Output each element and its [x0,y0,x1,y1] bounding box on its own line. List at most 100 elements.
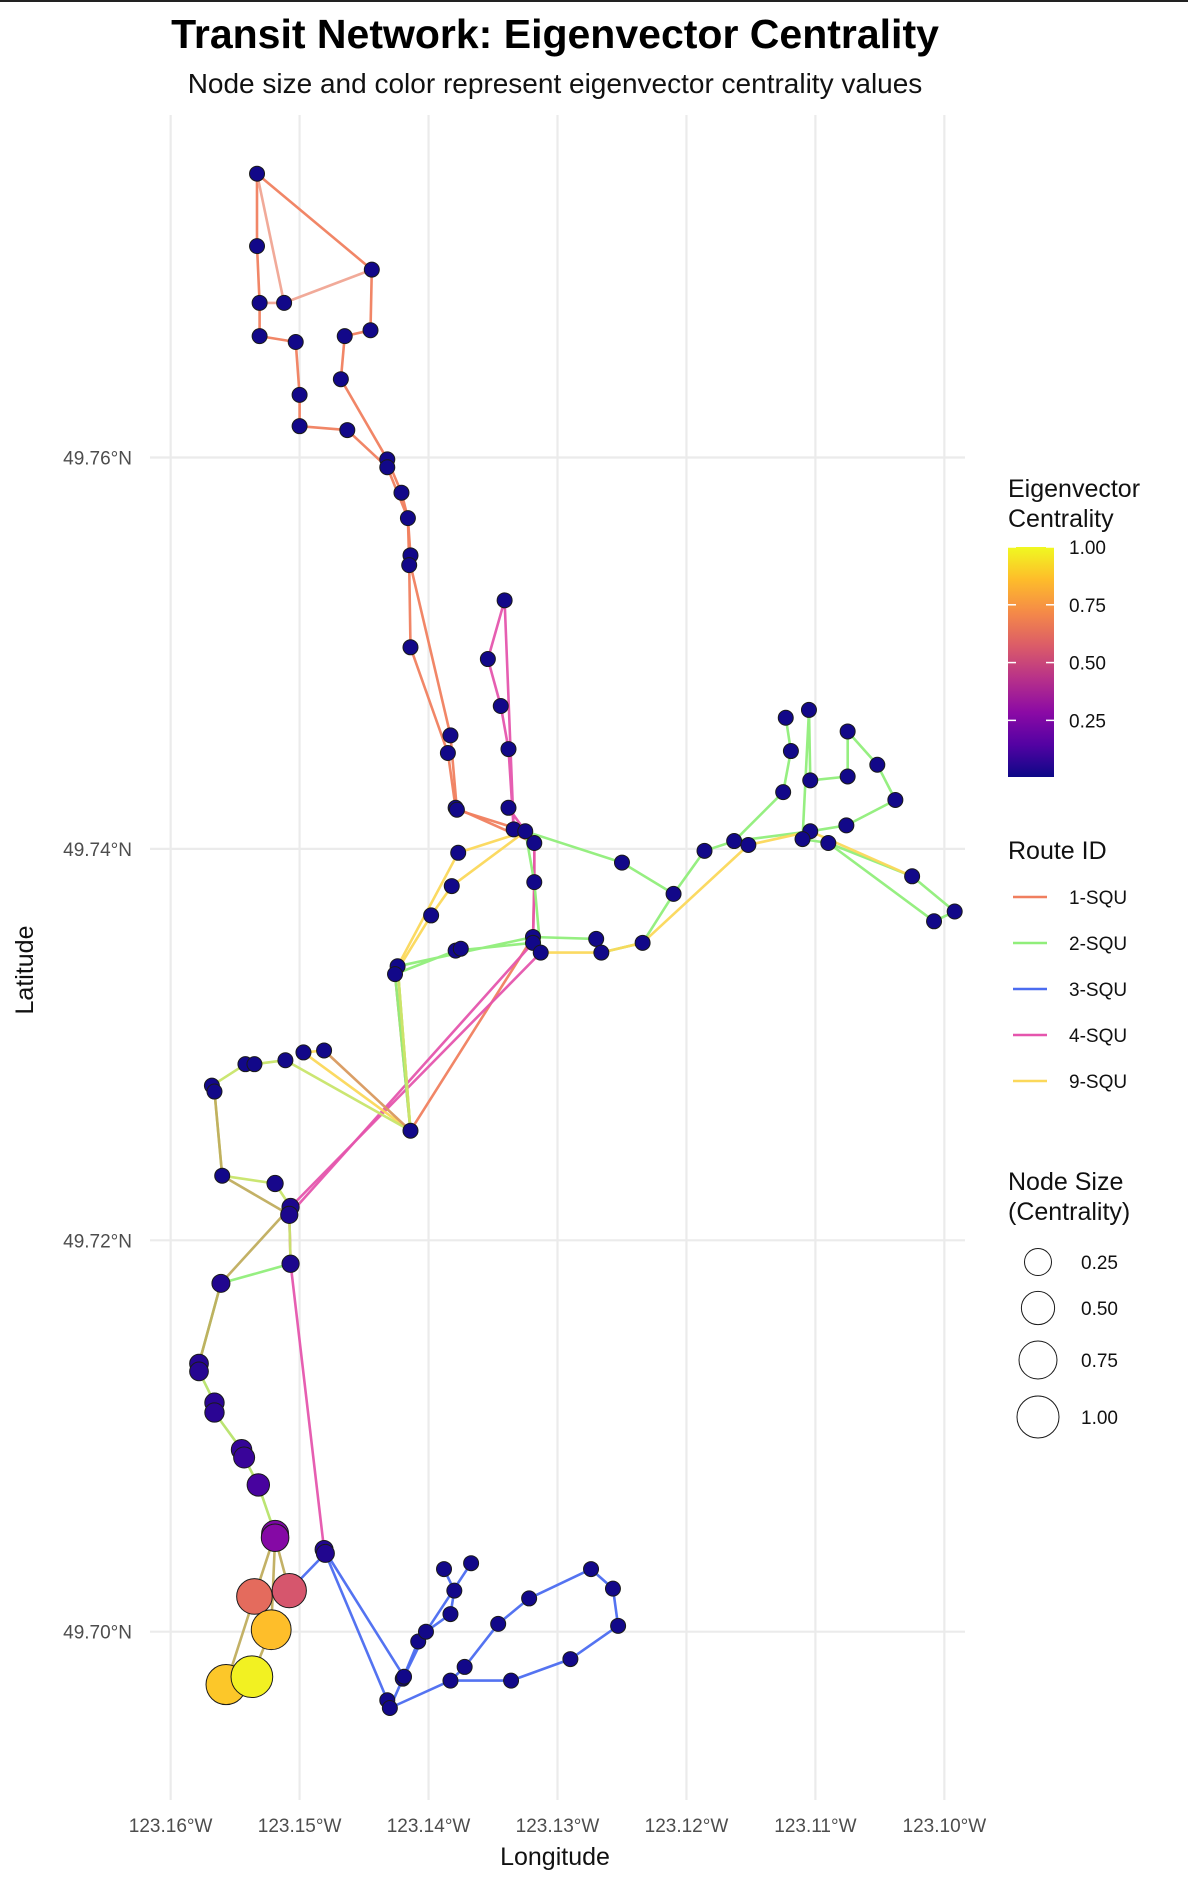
network-node [402,1122,419,1139]
network-node [838,817,855,834]
route-legend-label: 9-SQU [1069,1072,1127,1093]
network-node [610,1617,627,1634]
network-node [452,940,469,957]
x-axis-ticks: 123.16°W 123.15°W 123.14°W 123.13°W 123.12°W… [129,1816,986,1837]
network-node [521,1590,538,1607]
route-lines [197,172,957,1710]
network-node [339,422,356,439]
network-node [726,833,743,850]
network-node [479,651,496,668]
network-node [583,1561,600,1578]
network-node [280,1205,299,1224]
network-node [251,294,268,311]
route-legend: Route ID 1-SQU 2-SQU 3-SQU 4-SQU 9-SQU [1008,837,1127,1093]
route-line-3-squ [287,1552,456,1710]
network-node [246,1056,263,1073]
network-node [446,1582,463,1599]
network-node [396,1668,413,1685]
route-legend-label: 2-SQU [1069,934,1127,955]
network-node [782,743,799,760]
network-node [249,238,266,255]
x-tick-label: 123.10°W [903,1816,987,1837]
network-node [820,835,837,852]
network-node [363,261,380,278]
network-node [251,328,268,345]
network-node [236,1578,273,1615]
network-node [503,1672,520,1689]
network-node [379,459,396,476]
network-node [775,784,792,801]
network-node [423,907,440,924]
network-node [249,165,266,182]
x-tick-label: 123.16°W [129,1816,213,1837]
network-node [740,836,757,853]
size-legend-circle [1024,1248,1052,1276]
network-node [362,322,379,339]
route-legend-label: 1-SQU [1069,888,1127,909]
network-node [665,885,682,902]
network-node [839,768,856,785]
network-node [214,1167,231,1184]
network-node [794,831,811,848]
network-node [399,510,416,527]
network-node [266,1174,284,1193]
network-node [233,1446,256,1469]
network-node [946,903,963,920]
route-legend-title: Route ID [1008,837,1107,865]
route-line-9-squ [210,1058,412,1266]
network-node [417,1623,434,1640]
route-line-4-squ [486,598,516,831]
x-tick-label: 123.11°W [774,1816,856,1837]
y-axis-ticks: 49.70°N 49.72°N 49.74°N 49.76°N [63,448,132,1643]
size-legend-label: 1.00 [1081,1408,1118,1429]
network-node [315,1543,335,1563]
network-nodes [189,165,963,1717]
x-tick-label: 123.12°W [645,1816,729,1837]
network-node [448,801,465,818]
x-tick-label: 123.14°W [387,1816,471,1837]
network-node [401,557,418,574]
chart-title: Transit Network: Eigenvector Centrality [171,11,939,57]
network-node [246,1473,271,1497]
network-node [204,1402,225,1423]
route-line-2-squ [801,837,957,923]
network-node [295,1044,312,1061]
network-node [593,944,610,961]
network-node [336,328,353,345]
network-node [442,1672,459,1689]
size-legend-title-line2: (Centrality) [1008,1198,1130,1226]
network-node [463,1555,480,1572]
network-node [887,791,904,808]
x-axis-title: Longitude [500,1843,610,1871]
network-node [613,854,630,871]
network-node [442,1606,459,1623]
network-node [588,930,605,947]
size-legend-circle [1020,1290,1056,1326]
color-legend-title-line2: Centrality [1008,505,1114,533]
network-node [802,772,819,789]
route-line-9-squ [396,964,412,1132]
network-node [393,484,410,501]
network-node [526,835,543,852]
network-node [526,874,543,891]
network-node [332,371,349,388]
color-legend-label: 0.50 [1069,654,1106,675]
network-node [211,1273,231,1293]
network-node [450,844,467,861]
route-line-4-squ [287,806,536,1555]
network-node [492,698,509,715]
network-node [500,799,517,816]
x-tick-label: 123.15°W [258,1816,342,1837]
route-line-9-squ [302,1049,412,1132]
y-axis-title: Latitude [11,926,39,1015]
network-node [316,1042,333,1059]
route-line-3-squ [322,1548,473,1678]
network-node [777,709,794,726]
y-tick-label: 49.74°N [63,840,132,861]
color-legend-label: 1.00 [1069,538,1106,559]
network-node [496,592,513,609]
size-legend-label: 0.50 [1081,1299,1118,1320]
y-tick-label: 49.70°N [63,1623,132,1644]
route-line-9-squ [213,1090,291,1217]
top-border [0,0,1188,2]
